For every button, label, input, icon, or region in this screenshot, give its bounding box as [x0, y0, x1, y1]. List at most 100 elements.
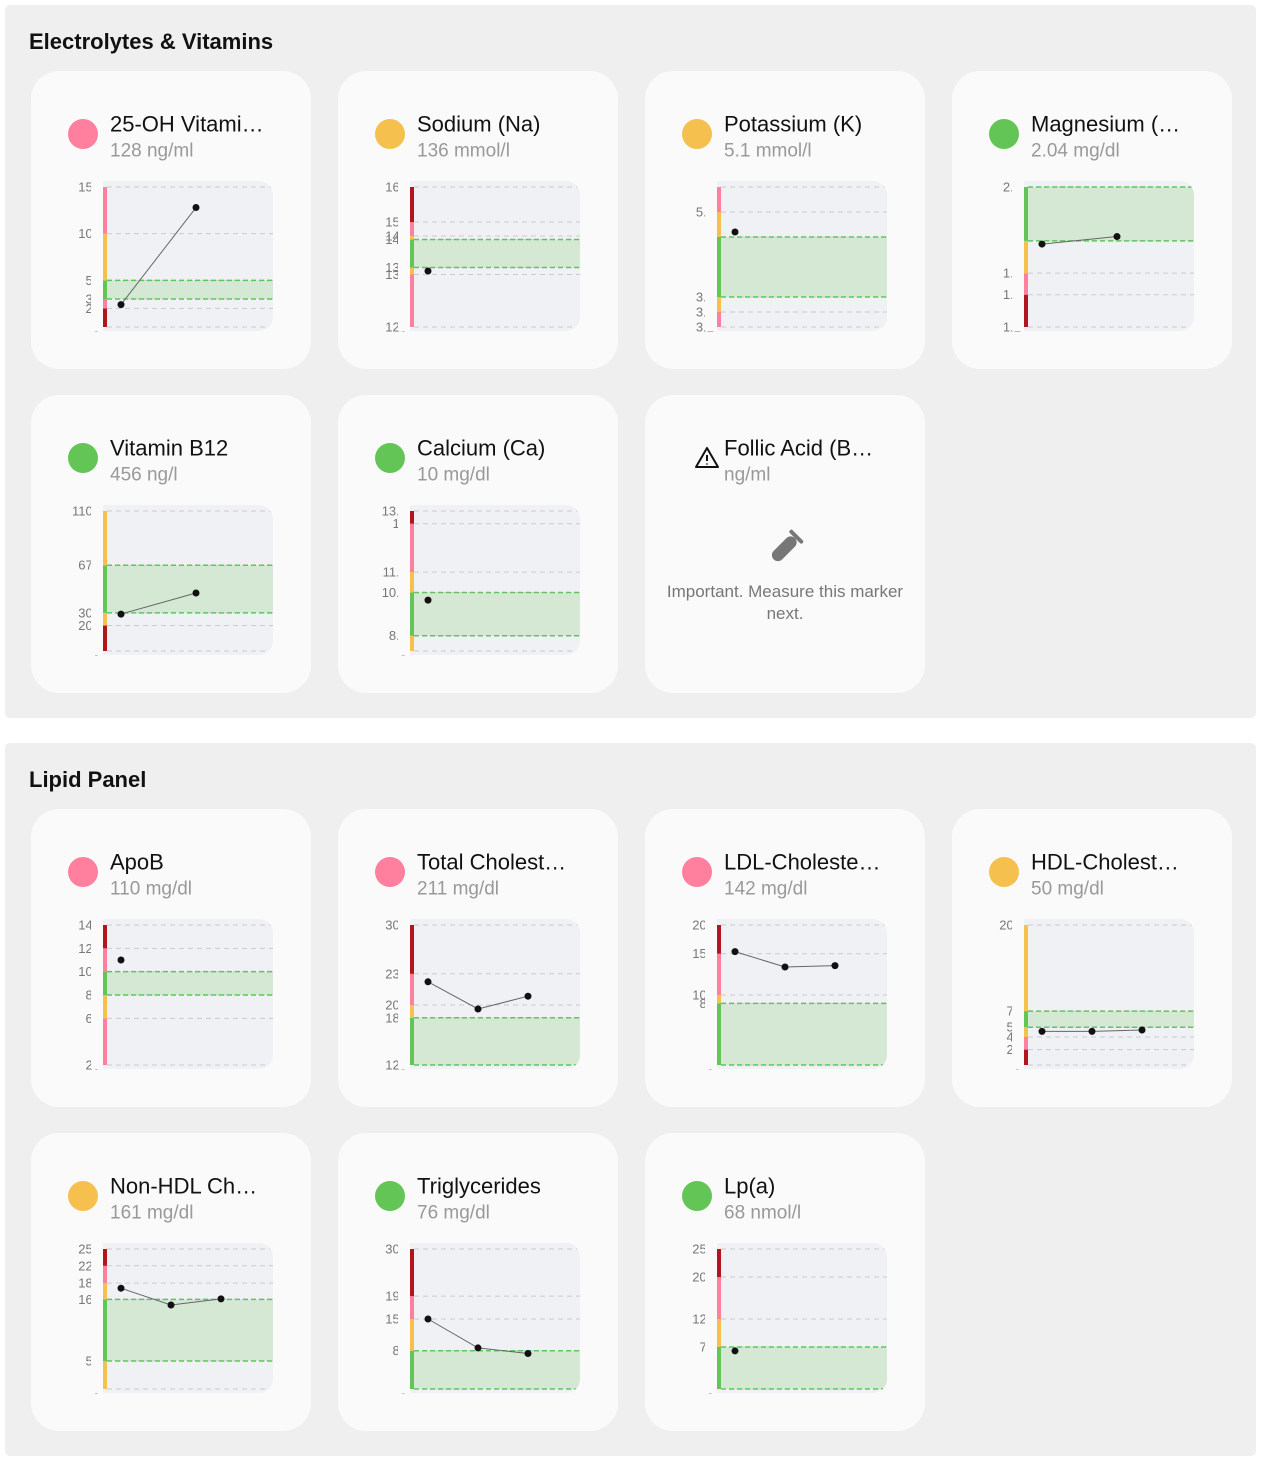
trend-line [120, 207, 197, 305]
marker-name: Potassium (K) [724, 112, 862, 137]
chart-left-edge [705, 1243, 717, 1393]
trend-line [120, 592, 197, 615]
marker-reading: 110 mg/dl [110, 879, 192, 900]
range-band [103, 511, 107, 566]
range-band [103, 299, 107, 309]
card-graphic: HDL-Cholest…50 mg/dl022405477200 [989, 850, 1194, 1073]
data-point [117, 610, 125, 618]
range-band [410, 1249, 414, 1297]
range-band [717, 212, 721, 237]
data-point [731, 228, 739, 236]
range-band [1024, 1049, 1028, 1065]
marker-name: 25-OH Vitami… [110, 112, 264, 137]
data-point [731, 1347, 739, 1355]
chart [91, 919, 273, 1069]
range-band [103, 925, 107, 949]
range-band [410, 1005, 414, 1018]
range-band [103, 233, 107, 281]
data-point [781, 963, 789, 971]
chart-left-edge [398, 181, 410, 331]
tube-cap [789, 529, 804, 544]
range-band [103, 1299, 107, 1361]
marker-card: Non-HDL Ch…161 mg/dl050160189220250 [31, 1133, 311, 1431]
section-title: Lipid Panel [29, 767, 147, 792]
range-band [717, 1003, 721, 1065]
data-point [474, 1344, 482, 1352]
range-band [1024, 1011, 1028, 1028]
chart [1012, 181, 1194, 331]
card-graphic: Calcium (Ca)10 mg/dl88.610.311.11313.5 [375, 436, 580, 659]
status-dot [68, 1181, 98, 1211]
optimal-zone [414, 592, 580, 636]
chart [1012, 919, 1194, 1069]
marker-name: Sodium (Na) [417, 112, 540, 137]
data-point [1138, 1026, 1146, 1034]
warning-icon [695, 447, 719, 468]
range-band [410, 187, 414, 222]
status-dot [989, 119, 1019, 149]
data-point [424, 267, 432, 275]
range-band [410, 267, 414, 275]
status-dot [682, 119, 712, 149]
data-point [1038, 1027, 1046, 1035]
range-band [103, 1265, 107, 1284]
section: Electrolytes & Vitamins 25-OH Vitami… 128 … [5, 5, 1256, 718]
card-graphic: Potassium (K)5.1 mmol/l3.23.53.855.56 [682, 112, 887, 335]
range-band [103, 308, 107, 327]
optimal-zone [107, 1299, 273, 1361]
marker-reading: 456 ng/l [110, 465, 178, 486]
chart-left-edge [91, 919, 103, 1069]
optimal-zone [414, 239, 580, 268]
marker-card: Lp(a)68 nmol/l075125200250 [645, 1133, 925, 1431]
status-dot [989, 857, 1019, 887]
data-point [424, 596, 432, 604]
data-point [424, 1315, 432, 1323]
range-band [717, 925, 721, 954]
range-band [717, 953, 721, 995]
optimal-zone [721, 1003, 887, 1065]
range-band [410, 236, 414, 240]
data-point [117, 956, 125, 964]
status-dot [375, 443, 405, 473]
status-dot [682, 857, 712, 887]
range-band [1024, 1027, 1028, 1037]
data-point [474, 1005, 482, 1013]
range-band [103, 612, 107, 626]
chart-left-edge [91, 1243, 103, 1393]
marker-name: Follic Acid (B… [724, 436, 873, 461]
data-point [117, 1284, 125, 1292]
range-band [103, 995, 107, 1019]
marker-name: Vitamin B12 [110, 436, 228, 461]
chart-bg [1012, 919, 1194, 1069]
optimal-zone [107, 971, 273, 995]
marker-name: LDL-Choleste… [724, 850, 881, 875]
range-band [1024, 240, 1028, 274]
range-band [1024, 273, 1028, 295]
section-title: Electrolytes & Vitamins [29, 29, 274, 54]
range-band [717, 1347, 721, 1389]
data-point [217, 1295, 225, 1303]
marker-name: Non-HDL Ch… [110, 1174, 257, 1199]
range-band [1024, 294, 1028, 327]
optimal-zone [414, 1350, 580, 1389]
marker-card: Sodium (Na) 136 mmol/l 120 135 137 145 146 150 1… [338, 71, 618, 369]
data-point [192, 204, 200, 212]
status-dot [375, 119, 405, 149]
range-band [410, 592, 414, 636]
chart-left-edge [705, 181, 717, 331]
data-point [117, 301, 125, 309]
range-band [717, 995, 721, 1004]
chart [705, 1243, 887, 1393]
range-band [103, 1249, 107, 1266]
range-band [103, 1018, 107, 1065]
marker-reading: 161 mg/dl [110, 1203, 193, 1224]
chart-left-edge [1012, 919, 1024, 1069]
chart-left-edge [398, 505, 410, 655]
